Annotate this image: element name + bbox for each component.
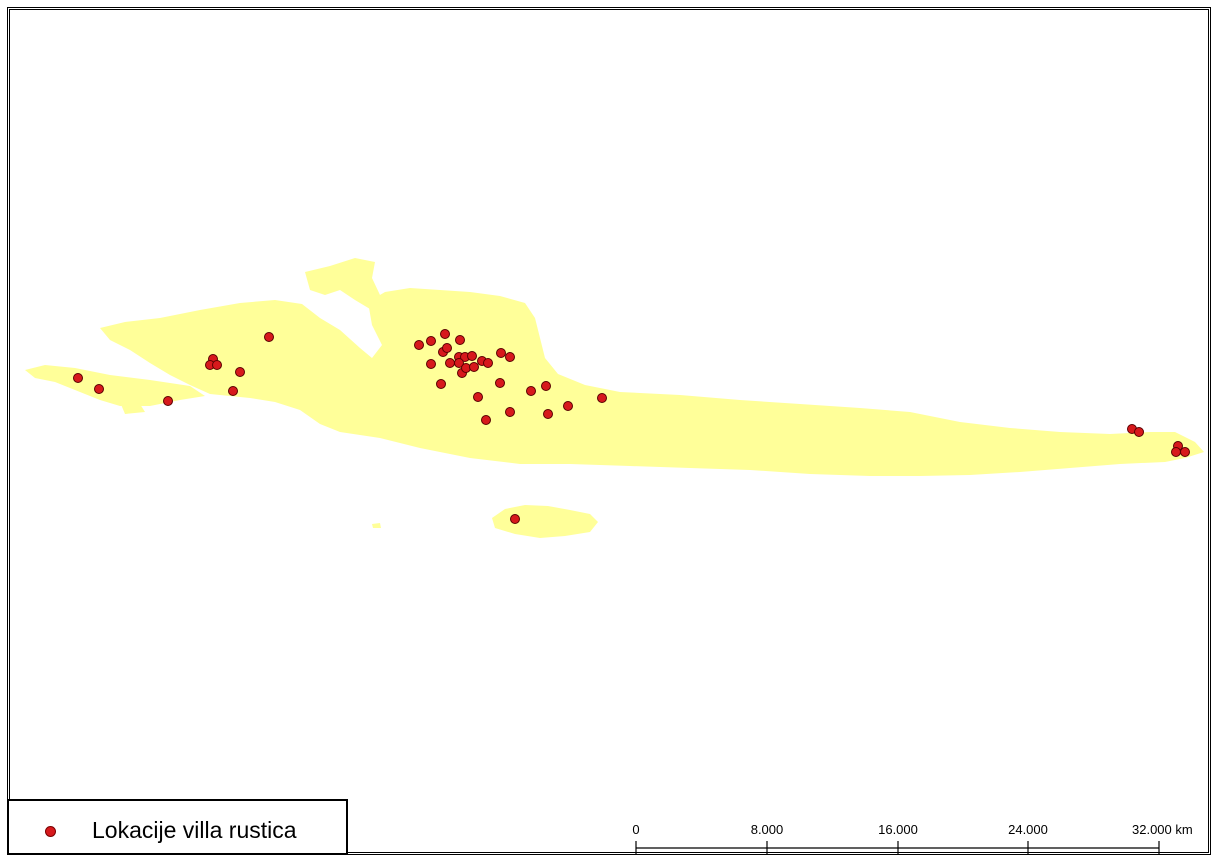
land-layer [25,258,1204,538]
villa-rustica-point[interactable] [467,351,477,361]
scale-label-1: 8.000 [751,822,784,837]
villa-rustica-point[interactable] [510,514,520,524]
scale-label-0: 0 [632,822,639,837]
villa-rustica-point[interactable] [495,378,505,388]
legend: Lokacije villa rustica [7,799,348,855]
scale-label-3: 24.000 [1008,822,1048,837]
villa-rustica-point[interactable] [455,335,465,345]
scale-label-2: 16.000 [878,822,918,837]
villa-rustica-point[interactable] [543,409,553,419]
villa-rustica-point[interactable] [473,392,483,402]
villa-rustica-point[interactable] [1134,427,1144,437]
villa-rustica-point[interactable] [414,340,424,350]
red-dot-icon [45,826,56,837]
villa-rustica-point[interactable] [563,401,573,411]
villa-rustica-point[interactable] [597,393,607,403]
scale-bar: 0 8.000 16.000 24.000 32.000 km [632,822,1193,855]
villa-rustica-point[interactable] [526,386,536,396]
villa-rustica-point[interactable] [73,373,83,383]
villa-rustica-point[interactable] [541,381,551,391]
villa-rustica-point[interactable] [496,348,506,358]
villa-rustica-point[interactable] [94,384,104,394]
legend-label: Lokacije villa rustica [92,817,297,843]
villa-rustica-point[interactable] [235,367,245,377]
villa-rustica-point[interactable] [442,343,452,353]
west-islet [25,365,205,406]
villa-rustica-point[interactable] [469,362,479,372]
villa-rustica-point[interactable] [436,379,446,389]
villa-points-layer [73,329,1190,524]
villa-rustica-point[interactable] [445,358,455,368]
villa-rustica-point[interactable] [505,352,515,362]
villa-rustica-point[interactable] [505,407,515,417]
villa-rustica-point[interactable] [454,358,464,368]
villa-rustica-point[interactable] [264,332,274,342]
villa-rustica-point[interactable] [212,360,222,370]
villa-rustica-point[interactable] [1171,447,1181,457]
villa-rustica-point[interactable] [481,415,491,425]
west-islet-small [120,402,145,414]
main-island [100,288,1204,476]
villa-rustica-point[interactable] [163,396,173,406]
villa-rustica-point[interactable] [228,386,238,396]
tiny-islet [372,523,381,528]
villa-rustica-point[interactable] [483,358,493,368]
scale-label-4: 32.000 km [1132,822,1193,837]
north-peninsula [305,258,392,312]
south-island [492,505,598,538]
villa-rustica-point[interactable] [1180,447,1190,457]
villa-rustica-point[interactable] [440,329,450,339]
villa-rustica-point[interactable] [426,359,436,369]
villa-rustica-point[interactable] [426,336,436,346]
